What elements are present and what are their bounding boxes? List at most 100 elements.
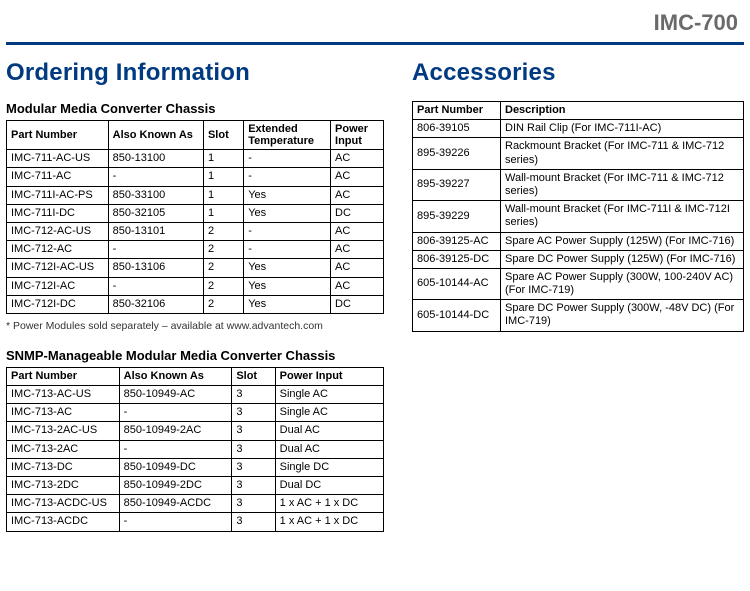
cell-desc: Spare AC Power Supply (125W) (For IMC-71…: [501, 232, 744, 250]
t1-h-ext: Extended Temperature: [244, 121, 331, 150]
cell-desc: Rackmount Bracket (For IMC-711 & IMC-712…: [501, 138, 744, 169]
table-row: 895-39229 Wall-mount Bracket (For IMC-71…: [413, 201, 744, 232]
cell-aka: -: [119, 513, 232, 531]
cell-aka: 850-33100: [108, 186, 203, 204]
power-modules-footnote: * Power Modules sold separately – availa…: [6, 320, 384, 332]
t3-h-desc: Description: [501, 102, 744, 120]
cell-pn: IMC-712I-AC-US: [7, 259, 109, 277]
cell-ext: -: [244, 241, 331, 259]
table-row: 605-10144-AC Spare AC Power Supply (300W…: [413, 268, 744, 299]
table-row: IMC-713-2AC - 3 Dual AC: [7, 440, 384, 458]
cell-pi: Dual AC: [275, 422, 383, 440]
table-row: 895-39227 Wall-mount Bracket (For IMC-71…: [413, 169, 744, 200]
cell-ext: -: [244, 168, 331, 186]
cell-aka: -: [108, 241, 203, 259]
cell-pi: 1 x AC + 1 x DC: [275, 495, 383, 513]
accessories-column: Accessories Part Number Description 806-…: [412, 59, 744, 332]
cell-ext: -: [244, 222, 331, 240]
subheading-snmp: SNMP-Manageable Modular Media Converter …: [6, 348, 384, 363]
table-row: IMC-712I-AC-US 850-13106 2 Yes AC: [7, 259, 384, 277]
cell-desc: Wall-mount Bracket (For IMC-711I & IMC-7…: [501, 201, 744, 232]
cell-slot: 1: [203, 150, 243, 168]
t2-h-pi: Power Input: [275, 367, 383, 385]
t1-body: IMC-711-AC-US 850-13100 1 - AC IMC-711-A…: [7, 150, 384, 314]
table-row: IMC-711I-AC-PS 850-33100 1 Yes AC: [7, 186, 384, 204]
cell-aka: 850-10949-2AC: [119, 422, 232, 440]
cell-slot: 3: [232, 404, 275, 422]
table-row: 806-39125-DC Spare DC Power Supply (125W…: [413, 250, 744, 268]
cell-slot: 3: [232, 477, 275, 495]
cell-slot: 1: [203, 204, 243, 222]
cell-pi: AC: [331, 277, 384, 295]
cell-pi: AC: [331, 222, 384, 240]
cell-slot: 3: [232, 440, 275, 458]
cell-aka: 850-10949-ACDC: [119, 495, 232, 513]
cell-slot: 3: [232, 422, 275, 440]
cell-pn: IMC-713-ACDC-US: [7, 495, 120, 513]
cell-pn: IMC-713-ACDC: [7, 513, 120, 531]
table-row: IMC-713-DC 850-10949-DC 3 Single DC: [7, 458, 384, 476]
table-row: 895-39226 Rackmount Bracket (For IMC-711…: [413, 138, 744, 169]
cell-pi: Single DC: [275, 458, 383, 476]
cell-aka: -: [108, 168, 203, 186]
cell-pn: IMC-712I-AC: [7, 277, 109, 295]
accessories-table: Part Number Description 806-39105 DIN Ra…: [412, 101, 744, 332]
cell-slot: 3: [232, 513, 275, 531]
cell-slot: 2: [203, 259, 243, 277]
table-row: IMC-713-ACDC-US 850-10949-ACDC 3 1 x AC …: [7, 495, 384, 513]
cell-pi: 1 x AC + 1 x DC: [275, 513, 383, 531]
cell-pn: IMC-713-AC-US: [7, 386, 120, 404]
cell-pn: IMC-712-AC-US: [7, 222, 109, 240]
cell-slot: 3: [232, 386, 275, 404]
t2-h-pn: Part Number: [7, 367, 120, 385]
cell-pi: AC: [331, 150, 384, 168]
cell-aka: -: [119, 440, 232, 458]
table-row: IMC-711-AC-US 850-13100 1 - AC: [7, 150, 384, 168]
cell-ext: Yes: [244, 277, 331, 295]
cell-pn: IMC-711I-DC: [7, 204, 109, 222]
cell-aka: 850-13101: [108, 222, 203, 240]
table-row: IMC-712-AC - 2 - AC: [7, 241, 384, 259]
cell-desc: Spare AC Power Supply (300W, 100-240V AC…: [501, 268, 744, 299]
cell-pn: 806-39125-DC: [413, 250, 501, 268]
content-columns: Ordering Information Modular Media Conve…: [6, 59, 744, 532]
cell-pn: IMC-712I-DC: [7, 295, 109, 313]
cell-slot: 2: [203, 295, 243, 313]
cell-slot: 3: [232, 458, 275, 476]
cell-slot: 2: [203, 241, 243, 259]
cell-pn: IMC-713-DC: [7, 458, 120, 476]
cell-ext: Yes: [244, 186, 331, 204]
cell-pn: IMC-713-AC: [7, 404, 120, 422]
table-row: IMC-713-AC - 3 Single AC: [7, 404, 384, 422]
t1-h-pi: Power Input: [331, 121, 384, 150]
table-row: IMC-712I-DC 850-32106 2 Yes DC: [7, 295, 384, 313]
cell-pi: Dual DC: [275, 477, 383, 495]
cell-aka: 850-10949-2DC: [119, 477, 232, 495]
cell-aka: 850-32106: [108, 295, 203, 313]
table-row: IMC-713-ACDC - 3 1 x AC + 1 x DC: [7, 513, 384, 531]
cell-desc: Spare DC Power Supply (300W, -48V DC) (F…: [501, 300, 744, 331]
cell-pn: 605-10144-AC: [413, 268, 501, 299]
snmp-chassis-table: Part Number Also Known As Slot Power Inp…: [6, 367, 384, 532]
cell-pn: 895-39227: [413, 169, 501, 200]
cell-pn: IMC-713-2AC-US: [7, 422, 120, 440]
cell-desc: Wall-mount Bracket (For IMC-711 & IMC-71…: [501, 169, 744, 200]
cell-slot: 2: [203, 277, 243, 295]
cell-pi: Dual AC: [275, 440, 383, 458]
t3-body: 806-39105 DIN Rail Clip (For IMC-711I-AC…: [413, 120, 744, 331]
cell-aka: -: [119, 404, 232, 422]
cell-pn: 806-39105: [413, 120, 501, 138]
table-row: 806-39105 DIN Rail Clip (For IMC-711I-AC…: [413, 120, 744, 138]
table-row: IMC-713-2DC 850-10949-2DC 3 Dual DC: [7, 477, 384, 495]
product-code: IMC-700: [6, 10, 738, 36]
cell-pn: 895-39229: [413, 201, 501, 232]
cell-pn: 605-10144-DC: [413, 300, 501, 331]
t1-h-aka: Also Known As: [108, 121, 203, 150]
cell-ext: Yes: [244, 295, 331, 313]
table-row: 806-39125-AC Spare AC Power Supply (125W…: [413, 232, 744, 250]
cell-aka: 850-13106: [108, 259, 203, 277]
table-row: IMC-712-AC-US 850-13101 2 - AC: [7, 222, 384, 240]
cell-aka: 850-10949-DC: [119, 458, 232, 476]
cell-aka: -: [108, 277, 203, 295]
t2-h-aka: Also Known As: [119, 367, 232, 385]
